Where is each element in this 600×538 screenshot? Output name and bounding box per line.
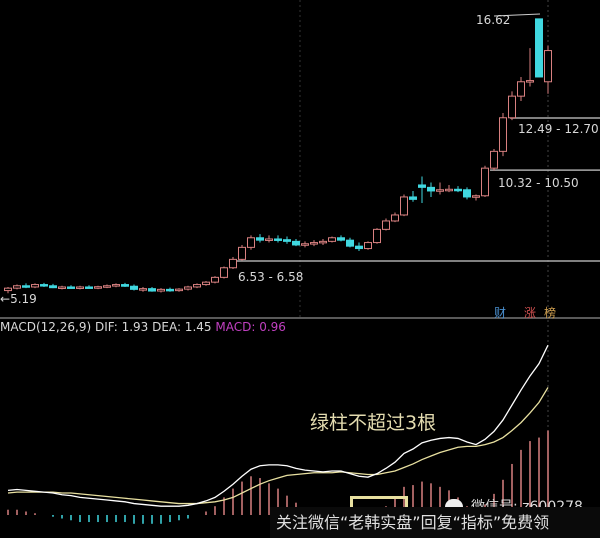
candle-body xyxy=(202,281,210,286)
dea-value: DEA: 1.45 xyxy=(152,320,212,334)
candle-body xyxy=(112,284,120,287)
annotation-note: 绿柱不超过3根 xyxy=(310,412,437,434)
candle-body xyxy=(463,189,471,198)
candle-body xyxy=(517,81,525,97)
candle-body xyxy=(256,237,264,241)
dea-line xyxy=(7,387,549,505)
candle-body xyxy=(247,237,255,248)
macd-value: MACD: 0.96 xyxy=(215,320,286,334)
candle-body xyxy=(472,195,480,198)
candle-body xyxy=(544,50,552,83)
candle-body xyxy=(382,220,390,230)
candle-body xyxy=(265,238,273,241)
zone2-label: 10.32 - 10.50 xyxy=(498,176,579,190)
candle-body xyxy=(157,288,165,292)
candle-body xyxy=(337,237,345,241)
candle-body xyxy=(184,286,192,290)
zone1-label: 12.49 - 12.70 xyxy=(518,122,599,136)
badge-rise[interactable]: 涨 xyxy=(524,306,537,320)
candle-body xyxy=(175,288,183,292)
candle-body xyxy=(301,243,309,246)
badge-finance[interactable]: 财 xyxy=(494,306,507,320)
candle-body xyxy=(130,285,138,290)
candle-body xyxy=(328,237,336,242)
candle-body xyxy=(121,284,129,287)
candle-body xyxy=(4,287,12,292)
candle-body xyxy=(67,286,75,289)
candle-body xyxy=(427,186,435,192)
candle-body xyxy=(400,196,408,216)
promo-banner: 关注微信“老韩实盘”回复“指标”免费领 xyxy=(270,507,600,538)
candle-body xyxy=(58,286,66,289)
high-pointer xyxy=(493,13,541,17)
low-price-label: ←5.19 xyxy=(0,292,37,306)
candle-body xyxy=(283,239,291,242)
macd-title: MACD(12,26,9) xyxy=(0,320,92,334)
dif-value: DIF: 1.93 xyxy=(94,320,149,334)
candle-body xyxy=(220,267,228,278)
candle-body xyxy=(49,285,57,289)
dif-line xyxy=(7,344,549,507)
candle-body xyxy=(481,167,489,197)
candle-body xyxy=(319,240,327,244)
candle-body xyxy=(22,285,30,288)
candle-body xyxy=(229,258,237,269)
candle-body xyxy=(292,240,300,246)
candle-body xyxy=(211,276,219,283)
candle-body xyxy=(355,245,363,250)
candle-body xyxy=(364,242,372,250)
candle-body xyxy=(103,285,111,288)
candle-body xyxy=(40,284,48,287)
candle-body xyxy=(76,286,84,289)
candle-body xyxy=(436,189,444,192)
candle-body xyxy=(193,284,201,288)
candle-body xyxy=(166,288,174,292)
candle-body xyxy=(373,228,381,244)
candle-body xyxy=(418,184,426,188)
low-price-value: 5.19 xyxy=(10,292,37,306)
candle-body xyxy=(346,239,354,247)
candle-body xyxy=(85,286,93,289)
candle-body xyxy=(535,18,543,78)
candle-body xyxy=(454,188,462,192)
candle-body xyxy=(148,288,156,292)
candle-body xyxy=(310,242,318,245)
candle-body xyxy=(139,288,147,291)
high-price-label: 16.62 xyxy=(476,13,511,27)
candle-body xyxy=(409,196,417,200)
candle-body xyxy=(445,188,453,192)
candle-body xyxy=(94,286,102,289)
candle-body xyxy=(490,150,498,169)
zone3-label: 6.53 - 6.58 xyxy=(238,270,304,284)
candle-body xyxy=(526,80,534,83)
candle-body xyxy=(31,284,39,288)
candle-body xyxy=(13,285,21,289)
candle-body xyxy=(391,214,399,222)
macd-header: MACD(12,26,9) DIF: 1.93 DEA: 1.45 MACD: … xyxy=(0,320,286,334)
candle-body xyxy=(499,117,507,152)
candle-body xyxy=(508,95,516,119)
badge-rank[interactable]: 榜 xyxy=(544,306,557,320)
candle-body xyxy=(274,238,282,241)
candle-body xyxy=(238,246,246,260)
